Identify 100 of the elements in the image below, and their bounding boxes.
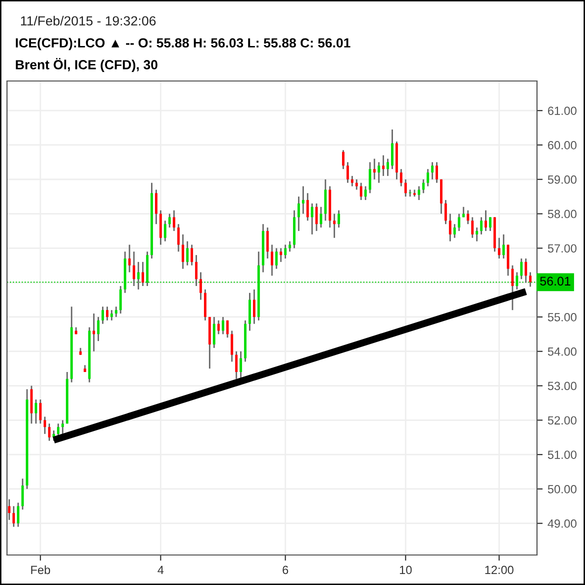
candlestick: [97, 316, 100, 342]
candlestick: [386, 158, 390, 177]
candlestick: [137, 261, 140, 290]
candlestick: [298, 196, 300, 232]
candlestick: [378, 161, 380, 184]
candlestick: [360, 182, 362, 201]
candlestick: [275, 247, 278, 270]
candlestick: [338, 210, 340, 228]
candlestick: [212, 316, 216, 349]
candlestick: [444, 199, 447, 225]
candlestick: [418, 186, 420, 201]
candlestick: [306, 192, 309, 222]
candlestick: [240, 350, 242, 380]
candlestick: [106, 306, 108, 322]
candlestick: [195, 254, 198, 287]
candlestick: [529, 272, 532, 288]
candlestick: [448, 213, 452, 242]
candlestick: [484, 210, 488, 232]
text: 11/Feb/2015 - 19:32:06: [21, 16, 156, 26]
candlestick: [453, 223, 456, 239]
y-tick-label: 51.00: [548, 450, 576, 459]
candlestick: [333, 213, 336, 239]
candlestick: [471, 216, 474, 239]
y-tick-label: 50.00: [548, 484, 576, 494]
x-tick-label: 4: [158, 566, 164, 574]
candlestick: [114, 306, 118, 318]
candlestick: [516, 272, 518, 290]
candlestick: [226, 320, 229, 338]
candlestick: [524, 258, 528, 284]
y-tick-label: 61.00: [548, 106, 576, 115]
x-tick-label: Feb: [31, 565, 50, 574]
candlestick: [235, 350, 238, 380]
y-tick-label: 54.00: [548, 347, 576, 356]
y-tick-label: 59.00: [548, 175, 576, 184]
candlestick: [190, 244, 194, 266]
candlestick: [364, 186, 367, 201]
chart-title: ICE(CFD):LCO ▲ -- O: 55.88 H: 56.03 L: 55.88 C: 56.01: [16, 38, 350, 50]
candlestick: [458, 213, 460, 232]
y-tick-label: 60.00: [548, 141, 576, 150]
candlestick: [12, 505, 15, 528]
candlestick: [132, 250, 136, 287]
candlestick: [382, 154, 385, 177]
candlestick: [502, 234, 505, 260]
candlestick: [404, 178, 407, 198]
candlestick: [266, 226, 269, 260]
candlestick: [34, 398, 38, 424]
candlestick: [21, 478, 24, 510]
candlestick: [217, 320, 220, 335]
candlestick: [168, 213, 171, 228]
candlestick: [480, 216, 483, 236]
x-tick-label: 6: [282, 566, 288, 574]
candlestick: [476, 226, 478, 242]
candlestick: [489, 216, 492, 232]
y-tick-label: 57.00: [548, 244, 576, 253]
candlestick: [284, 244, 287, 260]
candlestick: [119, 285, 122, 314]
y-tick-label: 58.00: [548, 210, 576, 218]
candlestick: [373, 158, 376, 180]
candlestick: [154, 189, 158, 225]
candlestick: [315, 202, 318, 232]
candlestick: [252, 288, 256, 325]
candlestick: [16, 502, 20, 528]
candlestick: [466, 210, 470, 225]
candlestick: [342, 149, 344, 170]
candlestick: [280, 247, 282, 263]
candlestick: [142, 261, 144, 287]
candlestick: [8, 498, 10, 521]
candlestick: [310, 202, 314, 236]
y-tick-label: 49.00: [548, 519, 576, 528]
candlestick: [44, 416, 46, 435]
candlestick: [302, 186, 304, 214]
candlestick: [230, 330, 234, 362]
candlestick: [350, 175, 354, 187]
y-tick-label: 53.00: [548, 382, 576, 390]
candlestick: [346, 161, 349, 184]
candlestick: [200, 272, 202, 300]
candlestick: [92, 312, 96, 352]
candlestick: [400, 168, 402, 187]
candlestick: [391, 128, 394, 170]
candlestick: [426, 168, 430, 187]
candlestick: [61, 419, 64, 435]
x-tick-label: 12:00: [485, 566, 514, 574]
candlestick: [355, 178, 358, 190]
x-tick-label: 10: [400, 566, 412, 574]
y-tick-label: 55.00: [548, 313, 576, 322]
candlestick: [431, 161, 434, 180]
candlestick: [110, 309, 113, 322]
candlestick: [422, 178, 425, 194]
candlestick: [177, 223, 180, 252]
candlestick: [288, 240, 292, 252]
ref-line-label: 56.01: [540, 276, 570, 286]
candlestick: [164, 220, 166, 242]
candlestick: [48, 422, 51, 442]
candlestick: [186, 240, 189, 266]
y-tick-label: 52.00: [548, 416, 576, 425]
candlestick: [520, 258, 523, 280]
candlestick: [182, 234, 184, 270]
candlestick: [498, 237, 500, 260]
candlestick: [39, 398, 42, 424]
chart-subtitle: Brent Öl, ICE (CFD), 30: [16, 58, 158, 72]
